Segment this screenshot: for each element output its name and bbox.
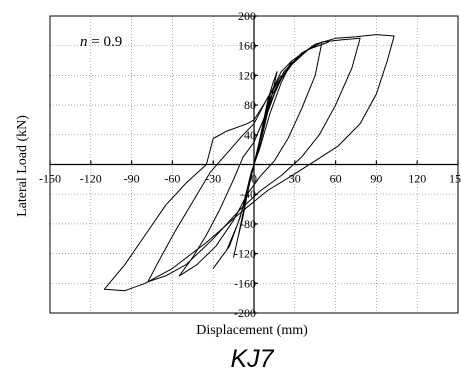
hysteresis-loop-5 xyxy=(103,34,395,292)
y-tick-label: -160 xyxy=(234,276,256,290)
y-tick-label: -120 xyxy=(234,247,256,261)
hysteresis-loop-1 xyxy=(233,71,278,258)
load-displacement-curves xyxy=(103,34,395,292)
y-tick-label: 160 xyxy=(238,39,256,53)
y-axis-title: Lateral Load (kN) xyxy=(15,115,30,217)
y-tick-label: 120 xyxy=(238,68,256,82)
x-tick-labels: -150 -120 -90 -60 -30 0 30 60 90 120 150 xyxy=(39,172,461,186)
x-tick-label: 0 xyxy=(251,172,257,186)
y-tick-label: -80 xyxy=(240,217,256,231)
x-tick-label: -150 xyxy=(39,172,61,186)
x-tick-label: 120 xyxy=(408,172,426,186)
x-axis-title: Displacement (mm) xyxy=(196,323,308,338)
specimen-caption: KJ7 xyxy=(230,345,274,373)
y-tick-label: 40 xyxy=(244,128,256,142)
y-tick-labels: -200 -160 -120 -80 -40 40 80 120 160 200 xyxy=(234,9,256,320)
x-tick-label: -30 xyxy=(205,172,221,186)
y-tick-label: -200 xyxy=(234,306,256,320)
annotation-value: = 0.9 xyxy=(88,34,123,50)
x-tick-label: 30 xyxy=(289,172,301,186)
x-tick-label: -90 xyxy=(124,172,140,186)
y-tick-label: 200 xyxy=(238,9,256,23)
annotation-variable: n xyxy=(80,34,88,50)
x-tick-label: -120 xyxy=(80,172,102,186)
hysteresis-loop-4 xyxy=(147,37,361,283)
y-tick-label: 80 xyxy=(244,98,256,112)
axial-load-ratio-annotation: n = 0.9 xyxy=(80,34,122,50)
y-tick-label: -40 xyxy=(240,187,256,201)
x-tick-label: 150 xyxy=(449,172,461,186)
x-tick-label: 90 xyxy=(370,172,382,186)
x-tick-label: 60 xyxy=(330,172,342,186)
x-tick-label: -60 xyxy=(164,172,180,186)
